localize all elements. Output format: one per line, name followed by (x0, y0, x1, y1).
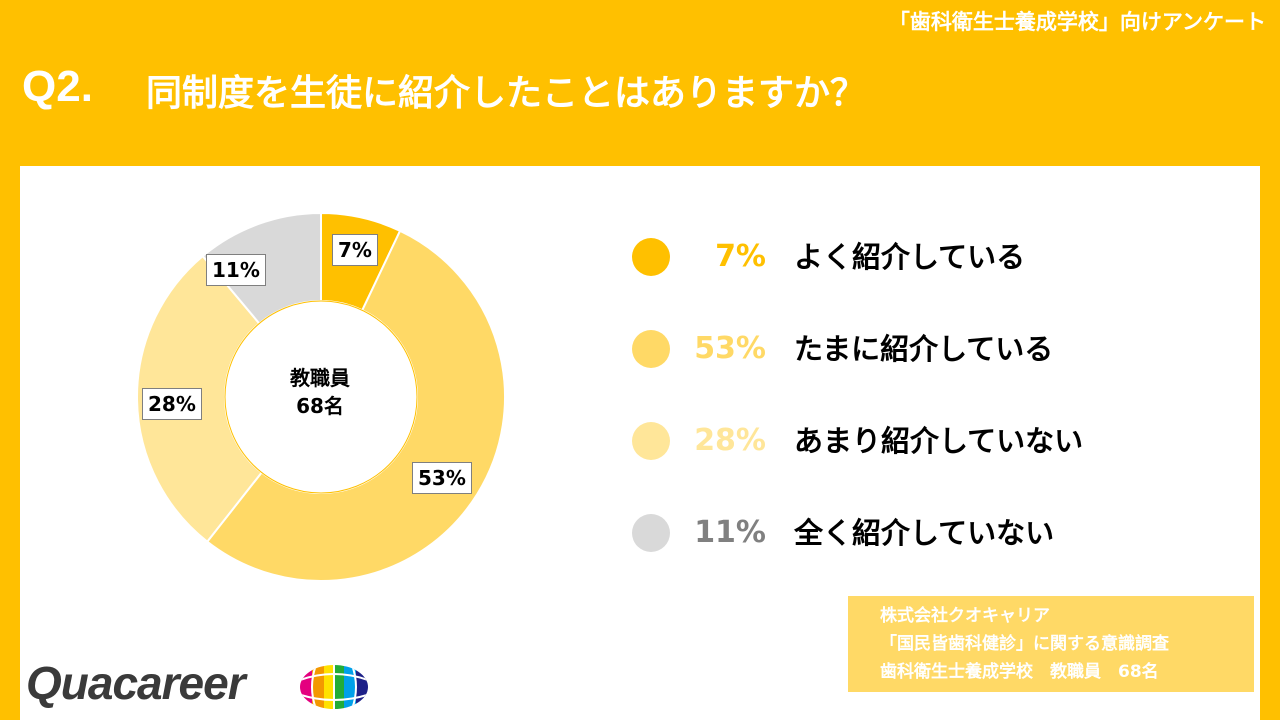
center-label-line1: 教職員 (290, 366, 350, 390)
globe-logo-icon (300, 665, 368, 709)
legend-label: 全く紹介していない (794, 516, 1055, 550)
legend-pct: 28% (694, 423, 766, 458)
legend-label: よく紹介している (794, 240, 1026, 274)
legend-dot (632, 514, 670, 552)
legend-pct: 11% (694, 515, 766, 550)
source-respondents: 歯科衛生士養成学校 教職員 68名 (880, 662, 1159, 682)
survey-note: 「歯科衛生士養成学校」向けアンケート (888, 10, 1266, 34)
slice-pct-label: 7% (332, 234, 378, 266)
company-logo-text: Quacareer (26, 657, 246, 709)
question-title: 同制度を生徒に紹介したことはありますか？ (146, 73, 867, 114)
legend-label: あまり紹介していない (794, 424, 1084, 458)
slice-pct-label: 11% (206, 254, 266, 286)
slice-pct-label: 53% (412, 462, 472, 494)
donut-center-label: 教職員 68名 (260, 364, 380, 420)
chart-panel: 7% 53% 28% 11% 教職員 68名 7% よく紹介している 53% た… (20, 166, 1260, 720)
slice-pct-label: 28% (142, 388, 202, 420)
legend-dot (632, 330, 670, 368)
center-label-line2: 68名 (296, 394, 344, 418)
source-box: 株式会社クオキャリア 「国民皆歯科健診」に関する意識調査 歯科衛生士養成学校 教… (848, 596, 1254, 692)
legend-pct: 53% (694, 331, 766, 366)
legend-dot (632, 422, 670, 460)
legend-dot (632, 238, 670, 276)
source-company: 株式会社クオキャリア (880, 606, 1050, 626)
source-survey-title: 「国民皆歯科健診」に関する意識調査 (880, 634, 1169, 654)
donut-hole (224, 300, 418, 494)
question-label: Q2. (22, 62, 93, 111)
legend-pct: 7% (715, 239, 766, 274)
legend-label: たまに紹介している (794, 332, 1054, 366)
logo-area: Quacareer (20, 642, 376, 720)
